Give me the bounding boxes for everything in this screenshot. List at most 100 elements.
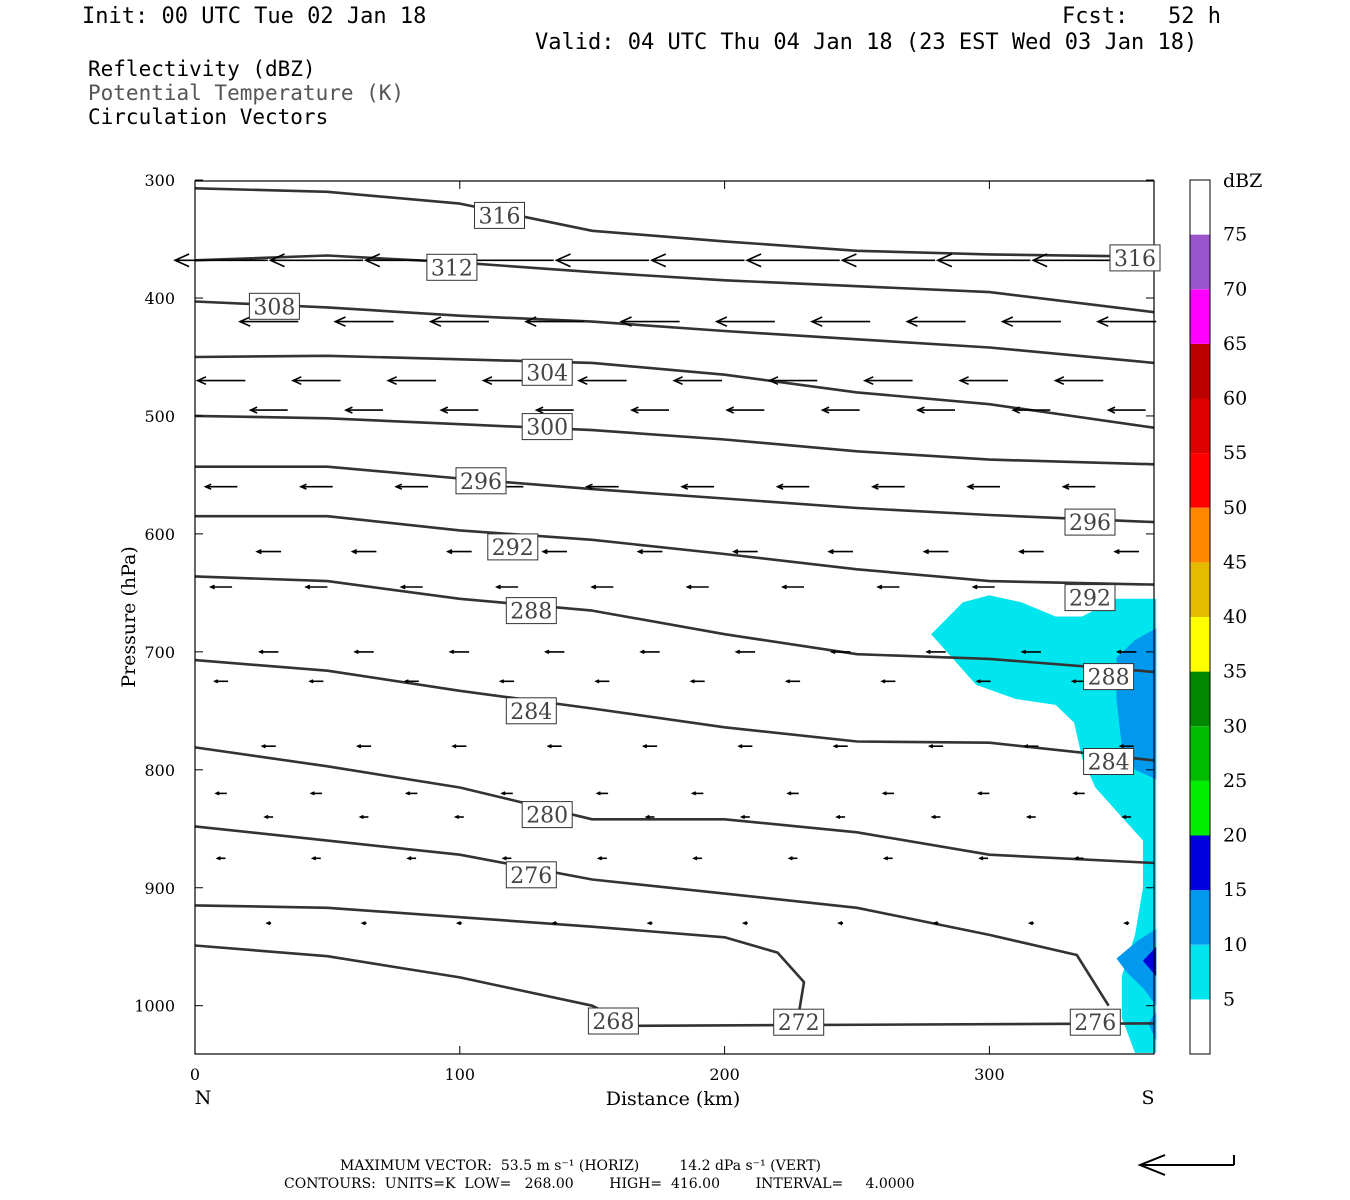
colorbar-swatch [1190,343,1210,399]
circulation-vector [203,483,238,490]
circulation-vector [829,649,851,655]
circulation-vector [881,791,895,796]
x-end-label-south: S [1141,1087,1154,1109]
circulation-vector [639,649,660,655]
circulation-vector [932,921,939,926]
y-tick-label: 300 [144,171,175,190]
colorbar-swatch [1190,180,1210,235]
circulation-vector [360,921,367,926]
circulation-vector [291,376,341,386]
circulation-vector [445,548,472,555]
circulation-vector [1121,814,1132,820]
circulation-vector [930,814,941,820]
init-time: Init: 00 UTC Tue 02 Jan 18 [82,4,427,29]
circulation-vector [880,679,896,684]
circulation-vector [195,376,246,386]
circulation-vector [386,376,436,386]
circulation-vector [1106,406,1146,414]
circulation-vector [1011,406,1051,414]
theta-contours [194,187,1155,1028]
colorbar-frame [1189,179,1211,1055]
colorbar-label: 65 [1223,333,1247,355]
colorbar-swatch [1190,944,1210,1000]
contour-label-308: 308 [248,292,300,320]
contour-label-296: 296 [455,467,507,495]
circulation-vector [577,376,627,386]
svg-text:308: 308 [253,295,295,320]
y-tick-label: 1000 [134,997,175,1016]
circulation-vector [534,406,574,414]
circulation-vector [1115,649,1137,655]
contour-label-284: 284 [1083,748,1135,776]
circulation-vector [927,744,944,749]
colorbar-label: 25 [1223,770,1247,792]
circulation-vector [173,253,268,268]
circulation-vector [680,483,714,490]
circulation-vector [248,406,288,414]
svg-text:292: 292 [492,536,534,561]
reference-vector-arrow [1137,1154,1235,1176]
colorbar-swatch [1190,835,1210,891]
circulation-vector [399,584,423,590]
circulation-vector [714,316,775,327]
circulation-vector [238,316,299,327]
colorbar-label: 45 [1223,551,1247,573]
svg-text:316: 316 [1114,247,1156,272]
y-tick-label: 700 [144,643,175,662]
contour-labels: 316 316 312 308 304 300 296 296 292 292 288 288 284 2… [248,201,1161,1036]
footer-max-vector: MAXIMUM VECTOR: 53.5 m s⁻¹ (HORIZ) 14.2 … [340,1158,822,1174]
svg-text:288: 288 [1088,666,1130,691]
circulation-vector [737,744,753,749]
circulation-vector [500,791,513,796]
circulation-vector [551,921,558,926]
circulation-vector [1025,814,1036,820]
y-tick-label: 600 [144,525,175,544]
colorbar-swatch [1190,453,1210,508]
circulation-vector [1096,316,1157,327]
circulation-vector [298,483,333,490]
svg-text:284: 284 [510,700,552,725]
colorbar-swatch [1190,398,1210,454]
svg-text:316: 316 [479,204,521,229]
circulation-vector [1000,316,1061,327]
circulation-vector [343,406,383,414]
legend-theta: Potential Temperature (K) [88,81,405,105]
colorbar-label: 20 [1223,825,1247,847]
reflectivity-layer [931,595,1157,1053]
circulation-vector [403,679,419,684]
circulation-vector [935,253,1031,268]
circulation-vector [494,584,519,590]
reflectivity-15-core [1143,946,1157,977]
contour-label-316: 316 [1109,244,1161,272]
circulation-vector [641,744,658,749]
circulation-vector [905,316,966,327]
y-tick-label: 500 [144,407,175,426]
circulation-vector [215,856,226,861]
circulation-vector [594,679,610,684]
circulation-vector [394,483,428,490]
colorbar-swatch [1190,289,1210,344]
circulation-vector [1123,921,1130,926]
circulation-vector [428,316,489,327]
circulation-vector [1017,548,1044,555]
circulation-vector [837,921,844,926]
circulation-vector [451,744,467,749]
svg-text:296: 296 [460,470,502,495]
contour-label-312: 312 [426,253,478,281]
circulation-vector [840,253,936,268]
circulation-vector [882,856,893,861]
circulation-vector [870,483,905,490]
colorbar-swatch [1190,780,1210,836]
theta-contour-292 [195,514,1155,586]
circulation-vector [787,856,798,861]
circulation-vector [689,679,705,684]
circulation-vector [308,679,324,684]
circulation-vector [922,548,949,555]
circulation-vector [971,584,995,590]
reflectivity-5-region [931,595,1157,1053]
circulation-vector [350,548,377,555]
circulation-vector [786,791,799,796]
colorbar-swatch [1190,726,1210,781]
x-tick-label: 0 [190,1065,200,1084]
circulation-vector [767,376,818,386]
